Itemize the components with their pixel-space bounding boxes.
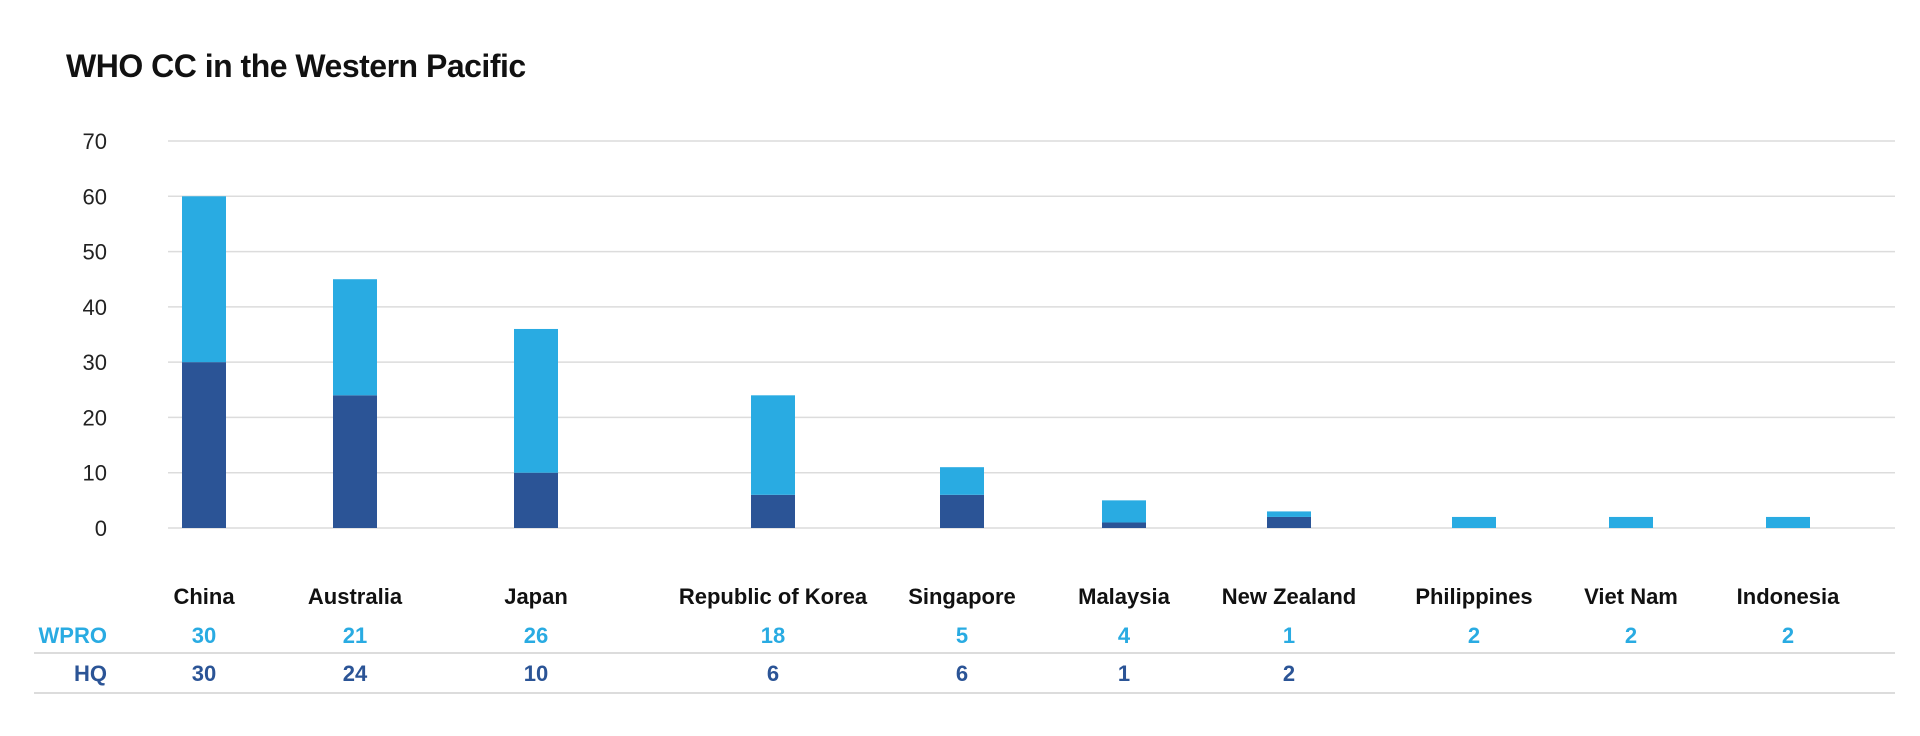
table-value: 2 bbox=[1782, 623, 1794, 648]
category-label: Indonesia bbox=[1737, 584, 1840, 609]
table-value: 6 bbox=[767, 661, 779, 686]
table-value: 18 bbox=[761, 623, 785, 648]
bar-hq bbox=[1267, 516, 1311, 528]
bar-hq bbox=[751, 494, 795, 528]
y-tick-label: 10 bbox=[83, 461, 107, 486]
table-value: 30 bbox=[192, 623, 216, 648]
bar-wpro bbox=[514, 328, 558, 473]
bar-hq bbox=[182, 362, 226, 528]
bar-hq bbox=[333, 395, 377, 528]
table-value: 5 bbox=[956, 623, 968, 648]
table-value: 26 bbox=[524, 623, 548, 648]
y-tick-label: 30 bbox=[83, 350, 107, 375]
y-tick-label: 70 bbox=[83, 129, 107, 154]
bar-wpro bbox=[940, 467, 984, 495]
bar-wpro bbox=[182, 196, 226, 363]
table-value: 2 bbox=[1468, 623, 1480, 648]
bar-hq bbox=[1102, 522, 1146, 528]
table-value: 24 bbox=[343, 661, 368, 686]
bar-wpro bbox=[1452, 516, 1496, 528]
bar-hq bbox=[514, 472, 558, 528]
chart-title: WHO CC in the Western Pacific bbox=[66, 48, 526, 84]
y-tick-label: 50 bbox=[83, 240, 107, 265]
category-label: Malaysia bbox=[1078, 584, 1170, 609]
bar-wpro bbox=[333, 279, 377, 396]
bar-hq bbox=[940, 494, 984, 528]
table-value: 6 bbox=[956, 661, 968, 686]
table-row-label: WPRO bbox=[39, 623, 107, 648]
table-value: 4 bbox=[1118, 623, 1131, 648]
y-tick-label: 40 bbox=[83, 295, 107, 320]
bar-wpro bbox=[1102, 500, 1146, 523]
bar-wpro bbox=[1267, 511, 1311, 517]
table-value: 10 bbox=[524, 661, 548, 686]
category-label: China bbox=[173, 584, 235, 609]
table-value: 1 bbox=[1118, 661, 1130, 686]
bar-wpro bbox=[1766, 516, 1810, 528]
category-label: Viet Nam bbox=[1584, 584, 1678, 609]
category-label: Singapore bbox=[908, 584, 1016, 609]
category-label: Philippines bbox=[1415, 584, 1532, 609]
table-value: 2 bbox=[1625, 623, 1637, 648]
bar-wpro bbox=[1609, 516, 1653, 528]
table-value: 21 bbox=[343, 623, 367, 648]
y-tick-label: 60 bbox=[83, 184, 107, 209]
category-label: Republic of Korea bbox=[679, 584, 868, 609]
table-value: 30 bbox=[192, 661, 216, 686]
table-value: 1 bbox=[1283, 623, 1295, 648]
table-value: 2 bbox=[1283, 661, 1295, 686]
y-tick-label: 20 bbox=[83, 405, 107, 430]
y-tick-label: 0 bbox=[95, 516, 107, 541]
category-label: Japan bbox=[504, 584, 568, 609]
bar-wpro bbox=[751, 395, 795, 495]
category-label: Australia bbox=[308, 584, 403, 609]
table-row-label: HQ bbox=[74, 661, 107, 686]
category-label: New Zealand bbox=[1222, 584, 1356, 609]
